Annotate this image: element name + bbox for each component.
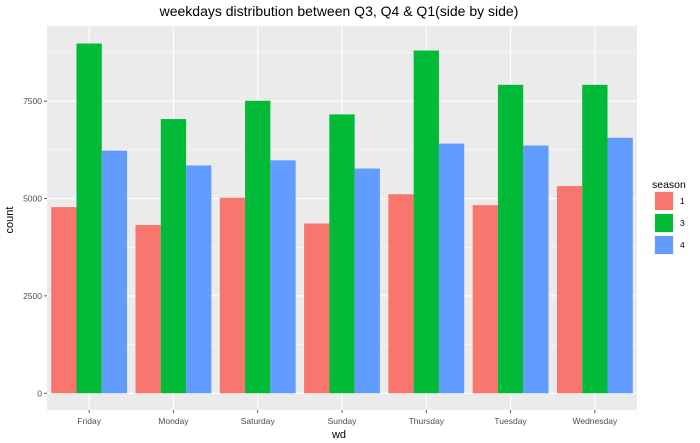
y-axis-title: count bbox=[4, 207, 16, 234]
bar-season-4-sunday bbox=[354, 168, 380, 394]
bar-season-1-saturday bbox=[219, 197, 246, 394]
x-tick-label: Tuesday bbox=[494, 416, 527, 426]
bar-season-4-tuesday bbox=[523, 145, 549, 394]
bar-season-1-friday bbox=[51, 207, 77, 394]
plot-panel bbox=[47, 26, 637, 410]
x-axis-title: wd bbox=[331, 429, 346, 441]
bar-season-1-wednesday bbox=[556, 186, 583, 394]
bar-season-4-friday bbox=[101, 150, 128, 394]
bar-season-3-thursday bbox=[413, 50, 439, 394]
legend-label-season-1: 1 bbox=[680, 196, 685, 206]
legend-title: season bbox=[652, 179, 686, 191]
legend: season 1 3 4 bbox=[652, 179, 686, 255]
bar-season-3-tuesday bbox=[497, 84, 524, 394]
chart-title: weekdays distribution between Q3, Q4 & Q… bbox=[159, 3, 519, 19]
y-tick-label: 0 bbox=[37, 388, 42, 398]
x-tick-label: Friday bbox=[77, 416, 101, 426]
bar-season-4-monday bbox=[186, 165, 212, 394]
x-tick-label: Wednesday bbox=[572, 416, 617, 426]
legend-label-season-3: 3 bbox=[680, 218, 685, 228]
x-axis: Friday Monday Saturday Sunday Thursday Tuesda… bbox=[77, 410, 618, 426]
bar-season-3-saturday bbox=[245, 100, 271, 394]
y-axis: 0 2500 5000 7500 bbox=[23, 96, 47, 398]
x-tick-label: Monday bbox=[158, 416, 189, 426]
y-tick-label: 5000 bbox=[23, 194, 42, 204]
bar-season-4-thursday bbox=[438, 143, 465, 394]
bar-season-4-saturday bbox=[270, 160, 296, 394]
x-tick-label: Saturday bbox=[241, 416, 276, 426]
bar-season-1-sunday bbox=[304, 223, 330, 394]
bar-season-1-monday bbox=[135, 225, 161, 394]
y-tick-label: 2500 bbox=[23, 291, 42, 301]
legend-key-season-4 bbox=[655, 236, 673, 254]
bar-season-1-thursday bbox=[388, 194, 414, 394]
bar-season-3-sunday bbox=[329, 114, 355, 394]
bar-season-3-friday bbox=[76, 43, 102, 394]
legend-key-season-1 bbox=[655, 192, 673, 210]
legend-label-season-4: 4 bbox=[680, 240, 685, 250]
y-tick-label: 7500 bbox=[23, 96, 42, 106]
bar-season-1-tuesday bbox=[472, 205, 498, 394]
x-tick-label: Sunday bbox=[328, 416, 358, 426]
legend-key-season-3 bbox=[655, 214, 673, 232]
bar-season-4-wednesday bbox=[607, 137, 633, 394]
bar-season-3-monday bbox=[160, 119, 187, 394]
bar-season-3-wednesday bbox=[582, 84, 608, 394]
x-tick-label: Thursday bbox=[409, 416, 445, 426]
